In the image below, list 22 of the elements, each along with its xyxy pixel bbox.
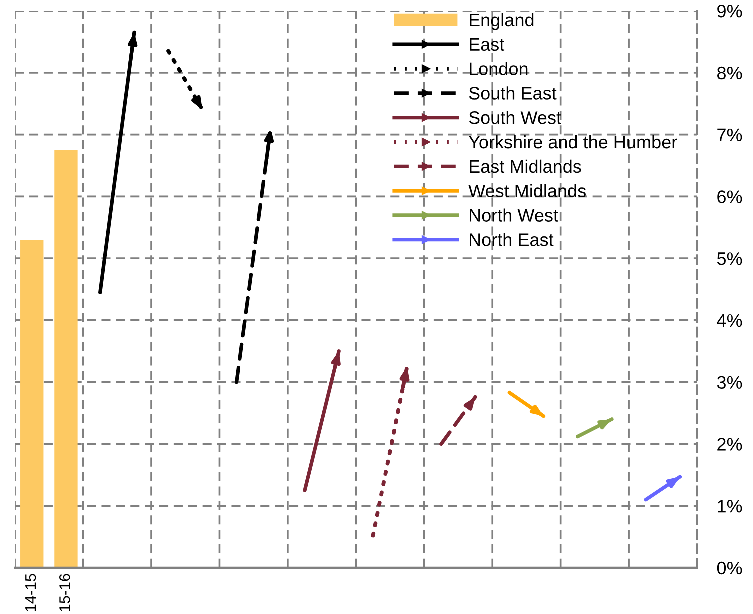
y-tick-label: 4% <box>717 314 742 328</box>
legend-label: North East <box>470 233 554 246</box>
legend-label: South East <box>469 86 557 100</box>
legend-label: Yorkshire and the Humber <box>468 135 678 149</box>
legend-label: South West <box>469 111 562 124</box>
y-tick-label: 7% <box>718 128 742 142</box>
legend-label: East <box>470 38 505 52</box>
y-tick-label: 3% <box>717 376 742 390</box>
legend-label: East Midlands <box>470 160 582 174</box>
y-tick-label: 0% <box>717 562 742 575</box>
legend-label: England <box>470 13 534 30</box>
x-tick-label: 15-16 <box>60 574 70 612</box>
y-tick-label: 5% <box>717 252 742 266</box>
y-tick-label: 9% <box>718 4 742 18</box>
legend-label: North West <box>470 208 558 222</box>
y-tick-label: 6% <box>718 190 742 204</box>
legend-label: West Midlands <box>468 184 586 198</box>
y-tick-label: 8% <box>718 66 742 80</box>
y-tick-label: 1% <box>718 500 742 513</box>
x-tick-label: 14-15 <box>26 574 36 612</box>
legend-label: London <box>470 62 528 76</box>
y-tick-label: 2% <box>718 438 742 451</box>
